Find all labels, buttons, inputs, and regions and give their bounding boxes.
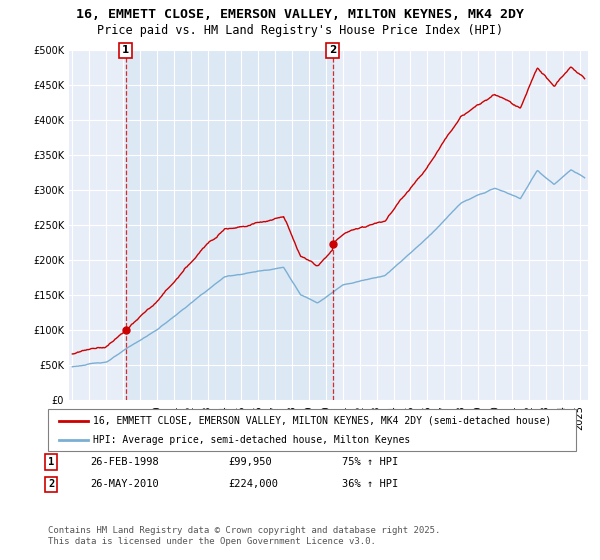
FancyBboxPatch shape bbox=[48, 409, 576, 451]
Text: 26-MAY-2010: 26-MAY-2010 bbox=[90, 479, 159, 489]
Text: Contains HM Land Registry data © Crown copyright and database right 2025.
This d: Contains HM Land Registry data © Crown c… bbox=[48, 526, 440, 546]
Text: 1: 1 bbox=[122, 45, 129, 55]
Text: HPI: Average price, semi-detached house, Milton Keynes: HPI: Average price, semi-detached house,… bbox=[93, 435, 410, 445]
Text: Price paid vs. HM Land Registry's House Price Index (HPI): Price paid vs. HM Land Registry's House … bbox=[97, 24, 503, 36]
Text: 2: 2 bbox=[329, 45, 337, 55]
Text: 75% ↑ HPI: 75% ↑ HPI bbox=[342, 457, 398, 467]
Text: 2: 2 bbox=[48, 479, 54, 489]
Text: £224,000: £224,000 bbox=[228, 479, 278, 489]
Bar bbox=[125, 50, 333, 400]
Text: 26-FEB-1998: 26-FEB-1998 bbox=[90, 457, 159, 467]
Text: 36% ↑ HPI: 36% ↑ HPI bbox=[342, 479, 398, 489]
Text: 16, EMMETT CLOSE, EMERSON VALLEY, MILTON KEYNES, MK4 2DY (semi-detached house): 16, EMMETT CLOSE, EMERSON VALLEY, MILTON… bbox=[93, 416, 551, 426]
Text: 16, EMMETT CLOSE, EMERSON VALLEY, MILTON KEYNES, MK4 2DY: 16, EMMETT CLOSE, EMERSON VALLEY, MILTON… bbox=[76, 8, 524, 21]
Text: 1: 1 bbox=[48, 457, 54, 467]
Text: £99,950: £99,950 bbox=[228, 457, 272, 467]
